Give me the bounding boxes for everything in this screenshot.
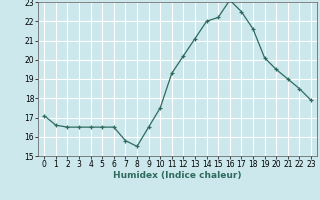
X-axis label: Humidex (Indice chaleur): Humidex (Indice chaleur)	[113, 171, 242, 180]
